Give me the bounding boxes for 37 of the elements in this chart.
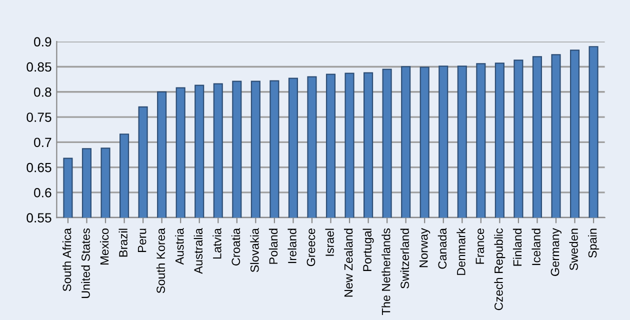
x-tick-label: Germany [550, 228, 562, 276]
x-tick-label: Israel [325, 228, 334, 256]
x-tick-label: Brazil [118, 228, 128, 257]
y-tick-label: 0.7 [34, 138, 52, 148]
x-tick-label: Poland [268, 228, 278, 264]
x-tick-label: United States [81, 228, 90, 298]
x-tick-label: The Netherlands [382, 228, 390, 316]
x-tick-label: Switzerland [400, 228, 409, 288]
x-tick-label: Australia [194, 228, 203, 274]
x-tick-label: Latvia [212, 228, 222, 259]
y-tick-label: 0.55 [26, 213, 52, 223]
x-tick-label: Iceland [532, 228, 540, 265]
x-tick-label: South Korea [156, 228, 165, 294]
x-tick-label: Denmark [456, 228, 466, 275]
x-tick-label: New Zealand [344, 228, 353, 297]
x-tick-label: Slovakia [250, 228, 259, 272]
x-tick-label: Portugal [362, 228, 374, 272]
x-tick-label: Austria [175, 228, 184, 265]
x-tick-label: France [476, 228, 484, 264]
y-tick-label: 0.6 [34, 188, 52, 198]
x-tick-label: Ireland [288, 228, 296, 264]
x-tick-label: South Africa [62, 228, 72, 292]
x-tick-label: Mexico [100, 228, 109, 264]
y-tick-label: 0.65 [26, 162, 52, 172]
x-tick-label: Croatia [231, 228, 240, 266]
y-tick-label: 0.9 [34, 37, 52, 47]
x-tick-label: Czech Republic [494, 228, 506, 310]
x-tick-label: Sweden [569, 228, 578, 270]
x-tick-label: Norway [420, 228, 430, 268]
x-tick-label: Spain [588, 228, 600, 258]
x-tick-label: Finland [512, 228, 522, 266]
y-tick-label: 0.85 [26, 62, 52, 72]
x-tick-label: Peru [138, 228, 146, 252]
y-tick-label: 0.8 [34, 87, 52, 97]
x-tick-label: Greece [306, 228, 316, 266]
y-tick-label: 0.75 [26, 112, 52, 122]
x-tick-label: Canada [438, 228, 447, 269]
